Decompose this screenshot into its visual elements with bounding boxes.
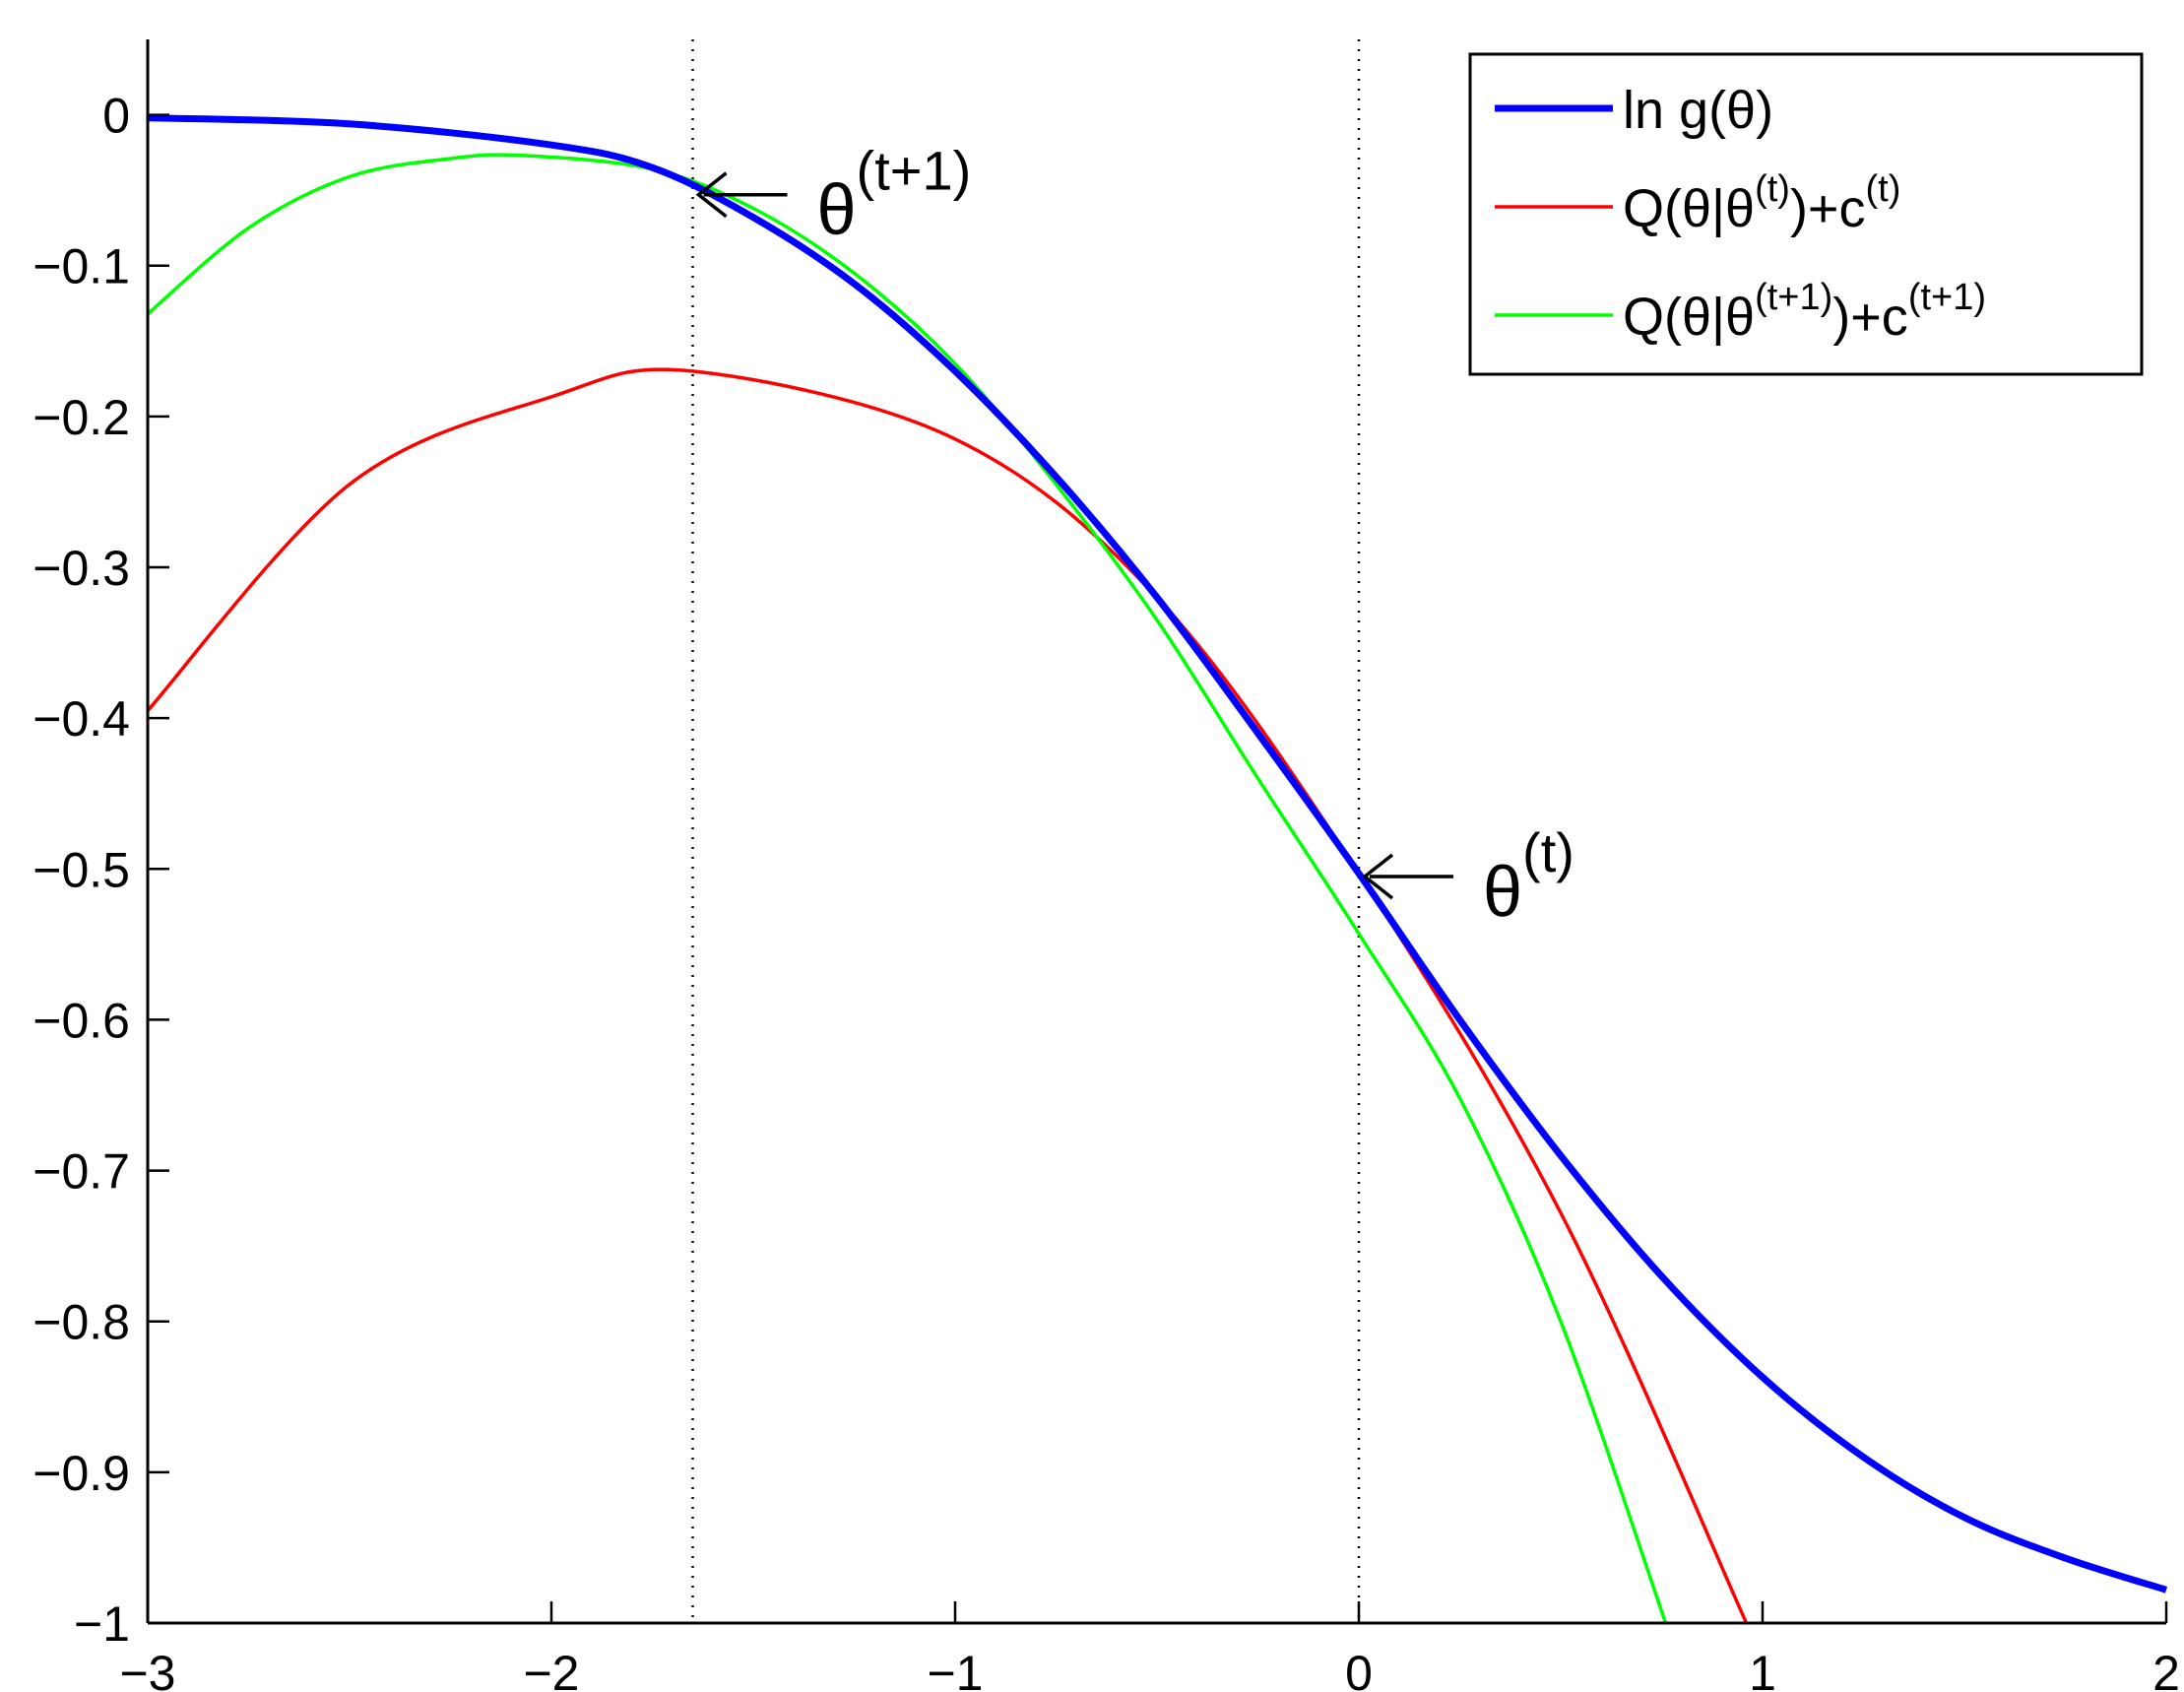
y-tick-label: −0.7	[32, 1144, 130, 1200]
legend-label-sup: (t+1)	[1755, 277, 1832, 318]
series-line-1	[146, 367, 1749, 1624]
y-tick-label: −0.2	[32, 390, 130, 445]
annotations: θ(t+1)θ(t)	[695, 140, 1574, 932]
annotation-arrowhead	[695, 171, 728, 219]
legend-label: Q(θ|θ(t))+c(t)	[1623, 168, 1900, 238]
y-tick-label: −0.5	[32, 842, 130, 897]
annotation-arrowhead	[1362, 853, 1394, 900]
x-tick-label: −1	[927, 1646, 983, 1692]
y-tick-label: 0	[102, 89, 130, 144]
x-tick-label: −2	[523, 1646, 579, 1692]
legend-label-mid: )+c	[1832, 288, 1908, 347]
legend-label-sup: (t+1)	[1908, 277, 1986, 318]
y-tick-label: −0.6	[32, 993, 130, 1048]
legend-label: Q(θ|θ(t+1))+c(t+1)	[1623, 277, 1986, 347]
y-tick-label: −0.1	[32, 239, 130, 294]
series-layer	[146, 114, 2168, 1624]
annotation-superscript: (t+1)	[857, 140, 972, 202]
annotation-0: θ(t+1)	[695, 140, 972, 250]
x-tick-label: 2	[2152, 1646, 2180, 1692]
annotation-label: θ(t)	[1483, 821, 1574, 932]
annotation-label: θ(t+1)	[817, 140, 972, 250]
series-line-0	[147, 114, 2168, 1594]
x-tick-label: 1	[1749, 1646, 1776, 1692]
legend-label-main: Q(θ|θ	[1623, 288, 1755, 347]
legend-item-0: ln g(θ)	[1495, 81, 1773, 140]
legend-label-main: Q(θ|θ	[1623, 179, 1755, 238]
legend-label-sup: (t)	[1755, 168, 1790, 210]
y-tick-label: −0.9	[32, 1446, 130, 1501]
annotation-1: θ(t)	[1362, 821, 1574, 932]
annotation-theta: θ	[1483, 853, 1522, 932]
y-tick-label: −0.4	[32, 691, 130, 747]
x-tick-label: −3	[119, 1646, 175, 1692]
legend-item-2: Q(θ|θ(t+1))+c(t+1)	[1495, 277, 1986, 347]
legend-label-mid: )+c	[1790, 179, 1866, 238]
legend-label-main: ln g(θ)	[1623, 81, 1773, 140]
legend-label-sup: (t)	[1865, 168, 1900, 210]
y-tick-label: −1	[74, 1596, 130, 1652]
legend-item-1: Q(θ|θ(t))+c(t)	[1495, 168, 1900, 238]
annotation-superscript: (t)	[1522, 821, 1574, 883]
axes: −3 −2 −1 0 1 2 0 −0.1 −0.2 −0.3 −0.4 −0.5 −0.6 −0.7 −0…	[32, 39, 2180, 1692]
annotation-theta: θ	[817, 171, 857, 250]
y-tick-label: −0.3	[32, 541, 130, 596]
reference-lines	[691, 39, 1361, 1623]
x-tick-label: 0	[1345, 1646, 1373, 1692]
legend: ln g(θ)Q(θ|θ(t))+c(t)Q(θ|θ(t+1))+c(t+1)	[1468, 52, 2144, 376]
y-tick-label: −0.8	[32, 1295, 130, 1350]
legend-label: ln g(θ)	[1623, 81, 1773, 140]
